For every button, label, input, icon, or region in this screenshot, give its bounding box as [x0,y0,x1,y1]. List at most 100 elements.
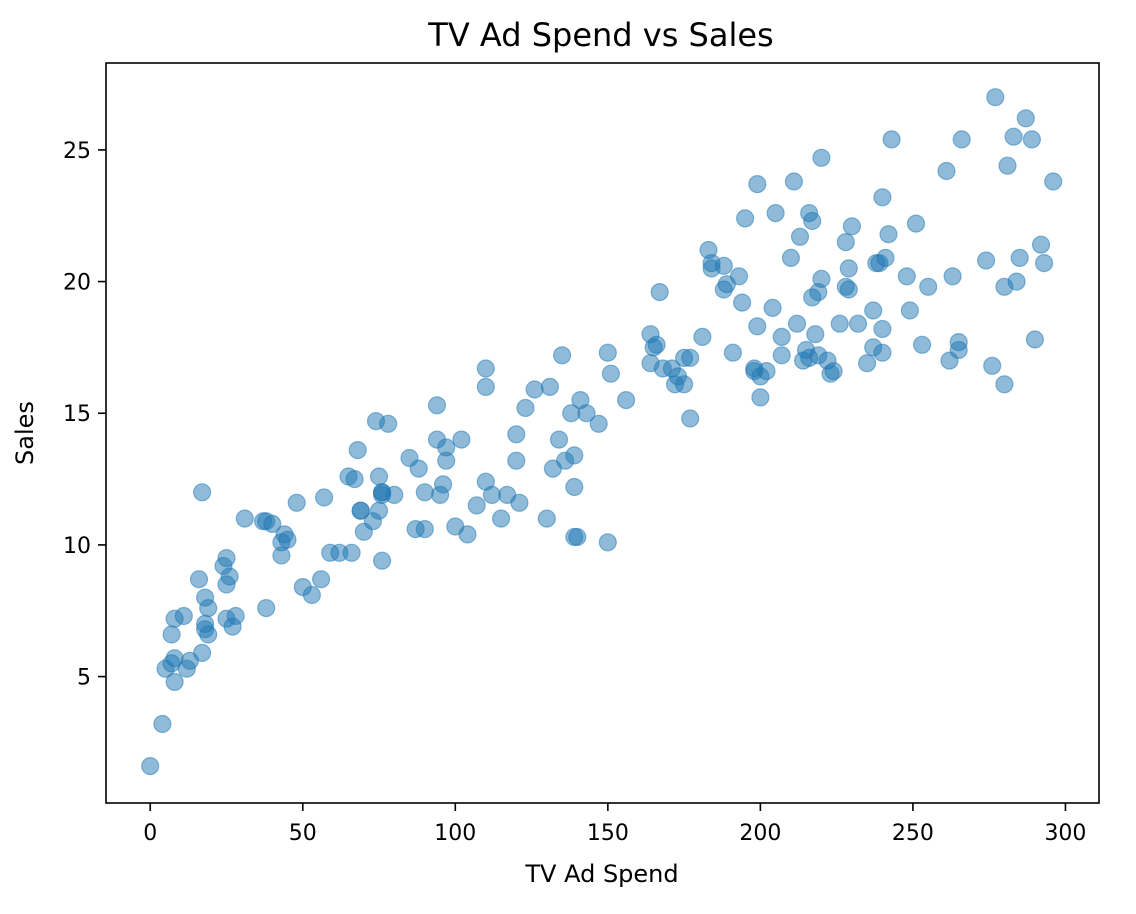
data-point [824,362,843,381]
data-point [589,414,608,433]
data-point [879,225,898,244]
data-point [1004,127,1023,146]
data-point [476,377,495,396]
data-point [537,509,556,528]
data-point [427,396,447,415]
data-point [452,430,471,449]
data-point [568,527,587,547]
data-point [674,375,694,394]
data-points [141,88,1063,776]
x-axis-label: TV Ad Spend [524,860,678,888]
data-point [714,256,733,275]
data-point [257,598,276,618]
y-tick-label: 15 [63,402,91,427]
data-point [986,88,1005,107]
data-point [900,301,920,320]
chart-title: TV Ad Spend vs Sales [427,16,773,54]
data-point [540,377,560,396]
data-point [345,470,364,489]
data-point [830,314,849,333]
data-point [897,267,916,286]
data-point [601,364,621,383]
data-point [226,606,245,626]
data-point [873,188,892,207]
data-point [1022,130,1042,149]
data-point [193,483,212,502]
data-point [729,267,749,286]
data-point [723,343,743,362]
data-point [598,533,617,552]
data-point [315,488,334,507]
data-point [458,525,477,544]
y-tick-label: 5 [77,666,91,691]
data-point [1010,248,1029,267]
data-point [748,317,767,336]
data-point [873,343,892,362]
data-point [577,404,596,423]
data-point [217,548,236,568]
x-tick-label: 0 [143,821,157,846]
data-point [681,409,700,428]
data-point [857,354,877,373]
data-point [437,451,456,470]
data-point [766,204,785,223]
y-tick-label: 10 [63,534,91,559]
data-point [1044,172,1063,191]
data-point [141,756,160,776]
data-point [842,217,862,236]
x-tick-label: 250 [892,821,934,846]
data-point [492,509,511,528]
data-point [278,530,297,549]
data-point [772,327,791,346]
data-point [772,346,791,365]
data-point [302,585,321,605]
data-point [1034,254,1054,273]
data-point [976,251,996,270]
data-point [565,477,584,497]
data-point [693,327,712,346]
data-point [263,514,282,534]
data-point [949,333,968,352]
data-point [369,501,389,520]
data-point [937,161,956,181]
y-tick-label: 20 [63,271,91,296]
data-point [812,148,831,167]
data-point [467,496,486,515]
data-point [647,335,666,354]
data-point [839,280,858,299]
y-tick-label: 25 [63,139,91,164]
data-point [409,459,428,478]
data-point [549,430,569,449]
data-point [373,551,392,570]
x-axis: 0 50 100 150 200 250 300 [143,803,1086,846]
data-point [174,606,193,626]
data-point [906,214,926,233]
data-point [781,248,801,267]
data-point [735,209,755,228]
data-point [369,467,389,486]
data-point [812,269,831,288]
data-point [552,346,572,365]
x-tick-label: 200 [739,821,781,846]
data-point [839,259,858,278]
data-point [983,356,1002,375]
data-point [482,485,501,504]
data-point [882,130,901,149]
data-point [848,314,868,333]
data-point [220,567,239,586]
data-point [598,343,617,362]
data-point [351,501,370,520]
data-point [507,425,526,444]
data-point [681,348,700,367]
data-point [919,277,938,296]
data-point [1016,109,1035,128]
x-tick-label: 100 [434,821,476,846]
data-point [415,519,434,539]
data-point [803,211,822,231]
data-point [312,570,331,589]
x-tick-label: 150 [587,821,629,846]
data-point [235,509,254,528]
data-point [790,227,810,246]
data-point [787,314,807,333]
data-point [415,483,434,502]
